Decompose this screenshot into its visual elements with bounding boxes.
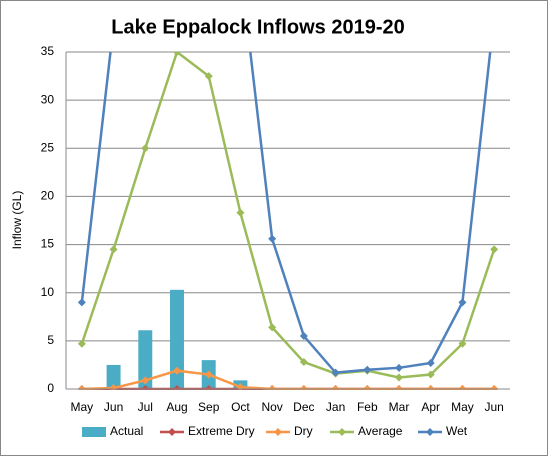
x-tick-label: Jul xyxy=(138,400,153,414)
line xyxy=(80,52,496,379)
point xyxy=(268,323,277,332)
x-tick-label: Dec xyxy=(293,400,314,414)
point xyxy=(236,383,245,390)
point xyxy=(236,208,245,217)
y-tick-label: 15 xyxy=(41,237,55,251)
point xyxy=(173,366,181,375)
legend-swatch xyxy=(426,428,434,436)
x-tick-label: Jan xyxy=(326,400,345,414)
point xyxy=(331,368,340,377)
legend-label: Actual xyxy=(110,424,143,438)
point xyxy=(458,339,467,348)
x-tick-label: Feb xyxy=(357,400,378,414)
x-tick-label: Jun xyxy=(484,400,503,414)
x-tick-label: Mar xyxy=(389,400,410,414)
x-tick-label: Nov xyxy=(261,400,282,414)
y-axis-label: Inflow (GL) xyxy=(10,191,24,250)
y-tick-label: 20 xyxy=(41,189,55,203)
x-tick-label: Jun xyxy=(104,400,123,414)
x-tick-label: Apr xyxy=(421,400,440,414)
point xyxy=(173,52,181,56)
point xyxy=(141,144,150,153)
point xyxy=(204,72,213,81)
point xyxy=(395,373,403,382)
x-tick-label: May xyxy=(451,400,474,414)
y-tick-label: 0 xyxy=(47,381,54,395)
chart-title: Lake Eppalock Inflows 2019-20 xyxy=(111,16,404,38)
legend-swatch xyxy=(338,428,346,436)
y-tick-label: 30 xyxy=(41,92,55,106)
point xyxy=(299,358,308,367)
x-tick-label: Oct xyxy=(231,400,250,414)
legend-swatch xyxy=(82,427,106,437)
point xyxy=(458,298,467,307)
bar xyxy=(106,364,121,389)
y-tick-label: 10 xyxy=(41,285,55,299)
line xyxy=(80,52,492,374)
point xyxy=(426,370,435,379)
x-tick-label: May xyxy=(71,400,94,414)
point xyxy=(395,363,403,372)
legend-swatch xyxy=(274,428,282,436)
y-tick-label: 5 xyxy=(47,333,54,347)
point xyxy=(299,332,308,341)
y-tick-label: 25 xyxy=(41,140,55,154)
bar xyxy=(138,330,153,389)
point xyxy=(426,359,435,368)
point xyxy=(268,234,277,243)
point xyxy=(363,365,372,374)
point xyxy=(490,245,499,254)
point xyxy=(109,245,118,254)
point xyxy=(204,370,213,379)
legend-swatch xyxy=(168,428,176,436)
bar xyxy=(170,289,184,389)
point xyxy=(141,376,150,385)
y-tick-label: 35 xyxy=(41,44,55,58)
legend-label: Dry xyxy=(294,424,313,438)
legend-label: Extreme Dry xyxy=(188,424,255,438)
point xyxy=(77,339,86,348)
legend-label: Wet xyxy=(446,424,468,438)
point xyxy=(77,298,86,307)
x-tick-label: Aug xyxy=(166,400,187,414)
legend-label: Average xyxy=(358,424,403,438)
x-tick-label: Sep xyxy=(198,400,220,414)
